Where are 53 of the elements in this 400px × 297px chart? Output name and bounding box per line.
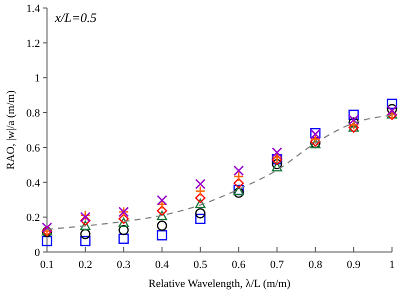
point (80, 228, 90, 240)
x-tick-label: 0.2 (78, 259, 92, 271)
point (233, 171, 244, 182)
point (233, 165, 244, 176)
y-axis-title: RAO, |w|/a (m/m) (5, 90, 17, 170)
y-tick-label: 0.6 (26, 142, 40, 154)
y-tick-label: 1 (34, 72, 40, 85)
point (80, 215, 90, 226)
point (272, 147, 282, 158)
point (348, 110, 359, 120)
y-tick-label: 1.2 (26, 38, 40, 50)
x-tick-label: 0.3 (116, 259, 132, 271)
x-tick-label: 0.8 (308, 259, 323, 271)
point (156, 230, 168, 240)
y-tick-label: 1.4 (26, 3, 40, 15)
point (118, 218, 129, 227)
x-tick-label: 0.4 (155, 259, 170, 271)
point (156, 206, 168, 216)
point (348, 117, 359, 128)
point (234, 188, 244, 198)
x-tick-label: 0.6 (232, 259, 246, 271)
point (195, 192, 206, 204)
point (42, 236, 52, 246)
point (42, 222, 52, 233)
x-tick-label: 0.1 (40, 259, 54, 271)
x-axis-title: Relative Wavelength, λ/L (m/m) (148, 278, 291, 290)
x-tick-label: 0.9 (346, 259, 362, 271)
y-tick-label: 0 (34, 247, 40, 259)
x-tick-label: 1 (389, 259, 395, 271)
point (272, 162, 282, 172)
point (118, 224, 129, 236)
y-tick-label: 0.8 (26, 108, 40, 120)
x-tick-label: 0.7 (270, 259, 284, 271)
point (80, 220, 90, 230)
point (195, 214, 206, 224)
x-tick-label: 0.5 (193, 259, 208, 271)
y-tick-label: 0.2 (26, 212, 40, 224)
point (310, 134, 321, 144)
point (118, 234, 129, 244)
point (195, 208, 206, 218)
point (234, 178, 244, 188)
point (195, 198, 206, 208)
point (156, 210, 168, 220)
point (80, 236, 90, 246)
point (386, 98, 398, 110)
annotation: x/L=0.5 (54, 10, 98, 25)
point (195, 186, 206, 196)
point (195, 178, 206, 190)
point (156, 194, 168, 206)
point (118, 214, 129, 224)
y-tick-label: 0.4 (26, 177, 40, 190)
point (348, 114, 359, 126)
point (156, 220, 168, 231)
